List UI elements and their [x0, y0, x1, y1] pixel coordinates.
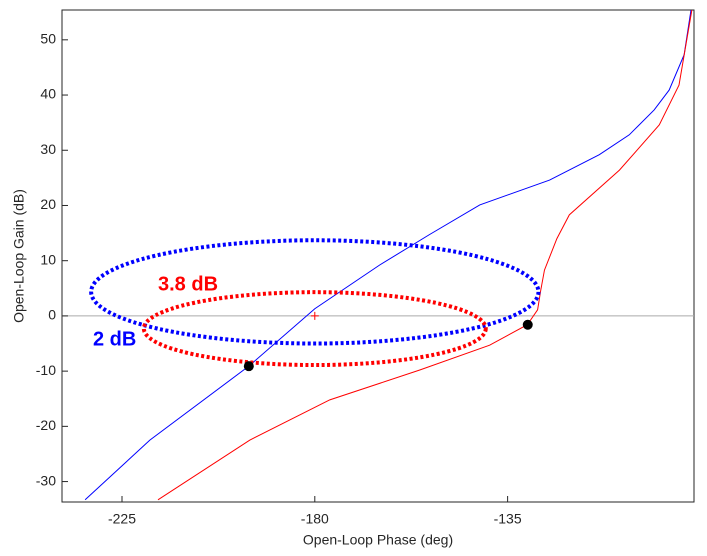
crossing-point	[522, 319, 533, 330]
plot-frame	[61, 9, 695, 503]
ellipse-label: 3.8 dB	[158, 273, 218, 295]
x-tick-label: -180	[301, 511, 329, 527]
y-tick-label: -30	[36, 472, 56, 488]
y-tick-label: 0	[48, 307, 56, 323]
y-tick-label: 40	[40, 86, 56, 102]
x-tick-label: -135	[494, 511, 522, 527]
y-axis-label: Open-Loop Gain (dB)	[11, 189, 27, 323]
y-tick-label: 50	[40, 31, 56, 47]
margin-ellipse	[141, 290, 488, 368]
curve	[157, 10, 693, 501]
y-tick-label: 30	[40, 141, 56, 157]
y-tick-label: 10	[40, 251, 56, 267]
y-tick-label: 20	[40, 196, 56, 212]
y-tick-label: -20	[36, 417, 56, 433]
x-tick-label: -225	[108, 511, 136, 527]
curve	[84, 10, 692, 501]
critical-point	[310, 311, 319, 320]
ellipse-label: 2 dB	[93, 328, 136, 350]
x-axis-label: Open-Loop Phase (deg)	[303, 532, 453, 548]
margin-ellipse	[89, 238, 541, 346]
y-tick-label: -10	[36, 362, 56, 378]
crossing-point	[243, 361, 254, 372]
